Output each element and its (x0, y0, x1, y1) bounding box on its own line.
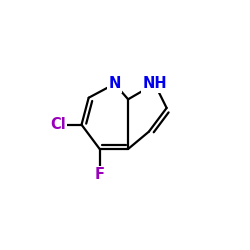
Text: F: F (95, 167, 105, 182)
Text: N: N (108, 76, 121, 92)
Text: Cl: Cl (50, 117, 66, 132)
Text: NH: NH (142, 76, 167, 92)
